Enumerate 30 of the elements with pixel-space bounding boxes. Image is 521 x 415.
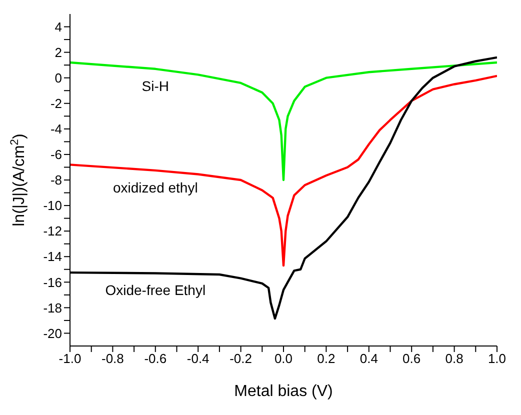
- y-tick-label: -2: [50, 96, 62, 111]
- y-tick-label: -16: [43, 274, 62, 290]
- y-tick-label: -10: [43, 198, 62, 214]
- y-tick-label: -20: [43, 326, 62, 341]
- series-label: Oxide-free Ethyl: [105, 282, 206, 298]
- x-tick-label: -0.4: [186, 351, 210, 366]
- x-tick-label: -0.6: [144, 351, 167, 366]
- y-tick-label: 4: [54, 19, 62, 34]
- x-tick-label: -0.8: [101, 351, 124, 366]
- x-axis-title: Metal bias (V): [234, 383, 333, 400]
- x-tick-label: 0.6: [402, 351, 421, 366]
- y-tick-label: -6: [50, 147, 62, 162]
- line-series: [70, 61, 497, 182]
- series-label: oxidized ethyl: [112, 179, 198, 196]
- y-tick-label: -12: [43, 224, 62, 239]
- y-tick-label: 0: [54, 70, 62, 86]
- x-tick-label: -1.0: [58, 351, 82, 366]
- x-tick-label: 0.2: [317, 351, 336, 366]
- x-tick-label: 0.0: [274, 351, 293, 366]
- x-tick-label: 0.4: [360, 351, 378, 366]
- y-tick-label: -18: [43, 300, 62, 316]
- line-series: [70, 74, 497, 267]
- y-tick-label: -14: [43, 249, 62, 264]
- x-tick-label: -0.2: [230, 351, 252, 366]
- y-tick-label: -8: [50, 172, 62, 188]
- y-tick-label: -4: [50, 122, 62, 137]
- series-label: Si-H: [142, 78, 170, 94]
- x-tick-label: 1.0: [488, 351, 506, 366]
- x-tick-label: 0.8: [445, 351, 464, 366]
- y-tick-label: 2: [54, 44, 62, 60]
